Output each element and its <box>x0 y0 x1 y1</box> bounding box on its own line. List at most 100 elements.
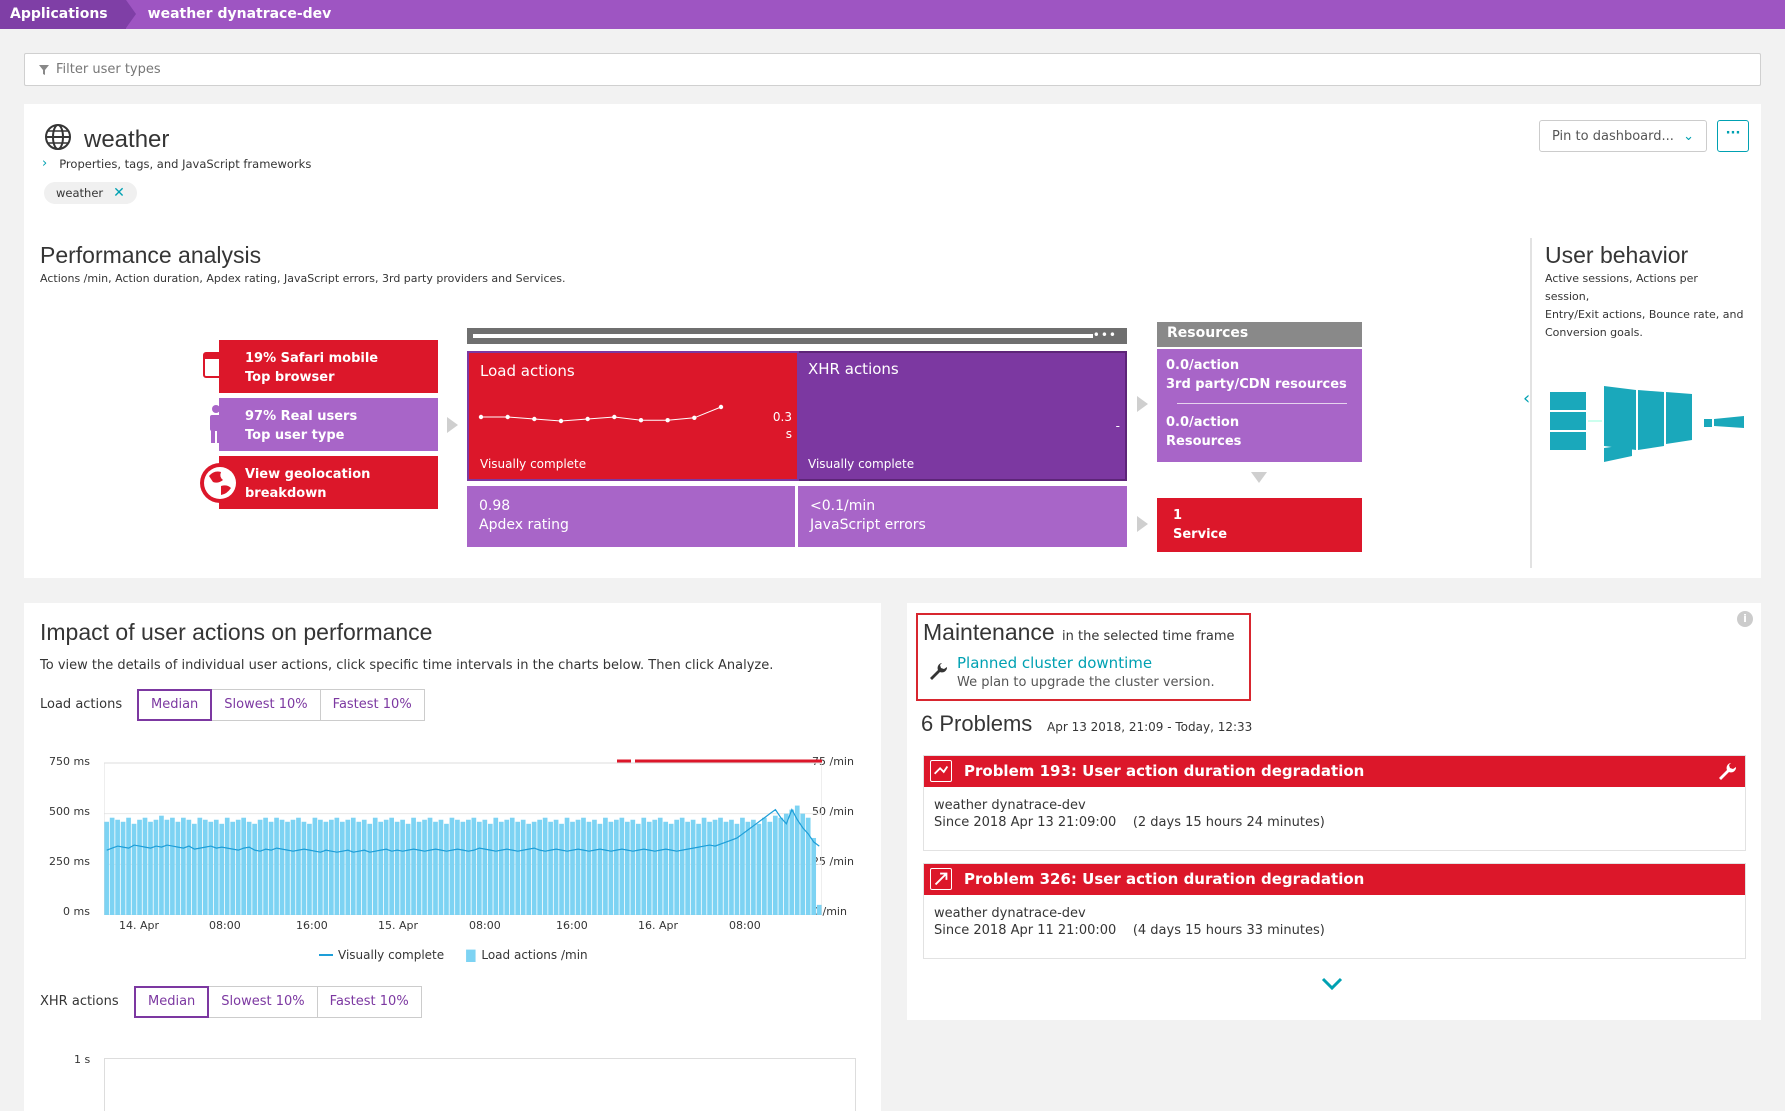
slowest-10-button[interactable]: Slowest 10% <box>212 689 321 721</box>
x-tick: 15. Apr <box>378 919 419 932</box>
chevron-down-icon: ⌄ <box>1683 128 1694 144</box>
problem-duration: (4 days 15 hours 33 minutes) <box>1132 923 1325 938</box>
xhr-actions-chart-label: XHR actions <box>40 994 119 1009</box>
median-button[interactable]: Median <box>134 986 210 1018</box>
filter-icon <box>39 64 49 75</box>
xhr-actions-tile[interactable]: XHR actions - Visually complete <box>799 351 1127 481</box>
x-tick: 08:00 <box>469 919 501 932</box>
top-user-type-value: 97% Real users <box>245 409 358 424</box>
resources-tile[interactable]: 0.0/action 3rd party/CDN resources 0.0/a… <box>1157 349 1362 462</box>
problem-header[interactable]: Problem 193: User action duration degrad… <box>924 756 1745 787</box>
problem-duration: (2 days 15 hours 24 minutes) <box>1132 815 1325 830</box>
load-actions-bar <box>614 819 619 915</box>
xhr-actions-percentile-toggle: Median Slowest 10% Fastest 10% <box>134 986 422 1018</box>
problem-title[interactable]: Problem 193: User action duration degrad… <box>964 762 1365 780</box>
fastest-10-button[interactable]: Fastest 10% <box>320 689 425 721</box>
pin-to-dashboard-dropdown[interactable]: Pin to dashboard... ⌄ <box>1539 120 1707 152</box>
service-tile[interactable]: 1 Service <box>1157 498 1362 552</box>
load-actions-bar <box>635 823 641 915</box>
problem-header[interactable]: Problem 326: User action duration degrad… <box>924 864 1745 895</box>
load-actions-bar <box>400 819 405 915</box>
load-actions-bar <box>329 819 334 915</box>
more-options-button[interactable]: ··· <box>1717 120 1749 152</box>
own-resources-value: 0.0/action <box>1166 415 1240 430</box>
load-actions-bar <box>202 819 208 915</box>
load-actions-bar <box>619 817 625 915</box>
load-actions-bar <box>153 819 159 915</box>
tag-chip: weather ✕ <box>44 182 137 204</box>
median-button[interactable]: Median <box>137 689 213 721</box>
maintenance-window-box: Maintenance in the selected time frame P… <box>916 613 1251 701</box>
sparkline-point <box>532 416 537 422</box>
top-user-type-tile[interactable]: 97% Real users Top user type <box>219 398 438 451</box>
breadcrumb-applications[interactable]: Applications <box>0 0 136 29</box>
pin-label: Pin to dashboard... <box>1552 128 1674 144</box>
problem-card[interactable]: Problem 326: User action duration degrad… <box>923 863 1746 959</box>
problems-panel: i Maintenance in the selected time frame… <box>907 603 1761 1020</box>
load-actions-bar <box>389 817 394 915</box>
slow-action-icon <box>930 760 952 782</box>
problem-title[interactable]: Problem 326: User action duration degrad… <box>964 870 1365 888</box>
load-actions-bar <box>690 819 696 915</box>
load-actions-bar <box>181 817 186 915</box>
load-actions-bar <box>296 817 301 915</box>
globe-icon <box>45 124 71 150</box>
y-left-tick: 0 ms <box>63 905 90 918</box>
load-actions-bar <box>301 821 307 915</box>
breadcrumb-current-app[interactable]: weather dynatrace-dev <box>147 6 332 22</box>
load-actions-chart[interactable] <box>104 753 822 915</box>
xhr-actions-footer: Visually complete <box>808 457 915 471</box>
expand-chevron-down-icon[interactable] <box>1321 977 1343 991</box>
load-actions-bar <box>109 817 115 915</box>
planned-downtime-link[interactable]: Planned cluster downtime <box>957 654 1153 672</box>
problem-card[interactable]: Problem 193: User action duration degrad… <box>923 755 1746 851</box>
y-left-tick: 1 s <box>74 1053 91 1066</box>
y-left-tick: 250 ms <box>49 855 90 868</box>
collapse-left-chevron-icon[interactable]: ‹ <box>1523 388 1531 409</box>
top-browser-label: Top browser <box>245 370 335 385</box>
sparkline-point <box>585 416 590 422</box>
load-actions-bar <box>318 819 323 915</box>
user-behavior-funnel-icon[interactable] <box>1548 380 1748 462</box>
load-actions-sparkline <box>478 404 724 424</box>
info-icon[interactable]: i <box>1737 611 1753 627</box>
problem-since: Since 2018 Apr 13 21:09:00 (2 days 15 ho… <box>934 814 1735 831</box>
tag-label: weather <box>56 186 104 200</box>
load-actions-bar <box>778 817 784 915</box>
apdex-rating-tile[interactable]: 0.98 Apdex rating <box>467 486 795 547</box>
load-actions-bar <box>307 823 312 915</box>
load-actions-bar <box>120 821 126 915</box>
application-title: weather <box>84 126 170 153</box>
load-actions-bar <box>509 817 515 915</box>
maintenance-text: We plan to upgrade the cluster version. <box>957 675 1215 690</box>
filter-user-types-input[interactable]: Filter user types <box>24 53 1761 86</box>
javascript-errors-tile[interactable]: <0.1/min JavaScript errors <box>798 486 1127 547</box>
top-browser-value: 19% Safari mobile <box>245 351 379 366</box>
top-user-type-label: Top user type <box>245 428 345 443</box>
load-actions-tile[interactable]: Load actions 0.3 s Visually complete <box>467 351 799 481</box>
wrench-icon <box>1719 763 1737 780</box>
load-actions-bar <box>405 823 411 915</box>
js-errors-label: JavaScript errors <box>810 517 926 533</box>
properties-toggle[interactable]: › Properties, tags, and JavaScript frame… <box>42 156 311 171</box>
load-actions-bar <box>707 821 712 915</box>
legend-visually-complete[interactable]: Visually complete <box>338 948 445 962</box>
geolocation-breakdown-tile[interactable]: View geolocation breakdown <box>219 456 438 509</box>
problem-since: Since 2018 Apr 11 21:00:00 (4 days 15 ho… <box>934 922 1735 939</box>
line-legend-swatch <box>319 954 333 956</box>
js-errors-value: <0.1/min <box>810 498 876 514</box>
properties-link[interactable]: Properties, tags, and JavaScript framewo… <box>59 156 312 171</box>
remove-tag-icon[interactable]: ✕ <box>113 185 125 201</box>
fastest-10-button[interactable]: Fastest 10% <box>317 986 422 1018</box>
chart-legend: Visually complete ▇ Load actions /min <box>319 948 588 962</box>
plot-frame <box>104 762 822 915</box>
load-actions-percentile-toggle: Median Slowest 10% Fastest 10% <box>137 689 425 721</box>
problems-count-title: 6 Problems <box>921 711 1033 736</box>
slowest-10-button[interactable]: Slowest 10% <box>209 986 318 1018</box>
load-actions-bar <box>191 823 197 915</box>
user-behavior-subtitle-line-1: Active sessions, Actions per session, <box>1545 272 1698 303</box>
top-browser-tile[interactable]: 19% Safari mobile Top browser <box>219 340 438 393</box>
xhr-actions-chart[interactable] <box>104 1058 856 1111</box>
load-actions-bar <box>701 817 707 915</box>
legend-load-actions-per-min[interactable]: Load actions /min <box>481 948 588 962</box>
